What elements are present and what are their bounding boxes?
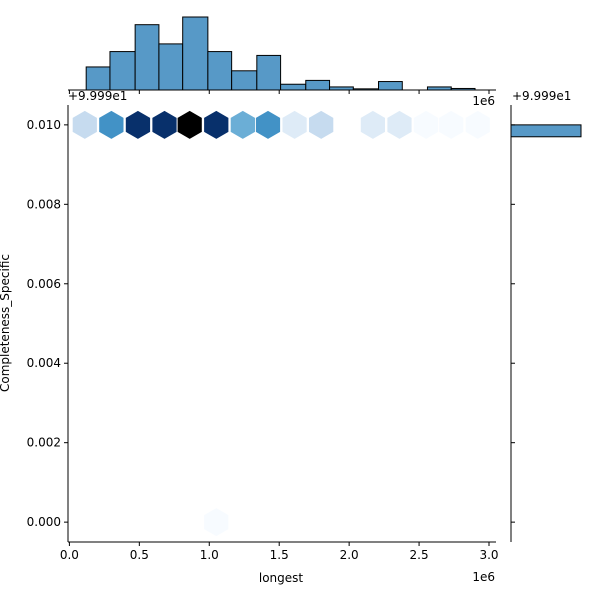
x-tick-label-6: 3.0: [479, 548, 498, 562]
hexbin-cell-13: [439, 110, 464, 139]
hexbin-cell-12: [413, 110, 439, 139]
top-hist-bar-0: [85, 66, 111, 91]
hexbin-cell-7: [255, 110, 281, 139]
top-hist-bar-8: [280, 83, 307, 91]
top-hist-bar-7: [256, 54, 282, 91]
right-marginal-histogram: [510, 105, 582, 542]
top-hist-bar-9: [305, 79, 331, 91]
y-tick-label-2: 0.004: [27, 356, 61, 370]
x-tick-label-3: 1.5: [270, 548, 289, 562]
hexbin-cell-14: [465, 110, 490, 139]
y-tick-label-3: 0.006: [27, 277, 61, 291]
hexbin-cell-0: [72, 110, 97, 139]
hexbin-cell-3: [152, 110, 177, 139]
top-hist-bar-1: [109, 51, 136, 91]
x-tick-label-2: 1.0: [200, 548, 219, 562]
y-tick-label-5: 0.010: [27, 118, 61, 132]
y-tick-label-4: 0.008: [27, 197, 61, 211]
hexbin-cell-11: [387, 110, 412, 139]
axes: 0.0 0.5 1.0 1.5 2.0 2.5 3.0 0.000 0.002 0.004 0.00…: [27, 105, 499, 562]
x-tick-label-4: 2.0: [340, 548, 359, 562]
x-axis-label: longest: [259, 571, 304, 585]
y-axis-label: Completeness_Specific: [0, 254, 12, 392]
hexbin-cell-2: [125, 110, 151, 139]
top-hist-bar-2: [134, 24, 160, 91]
top-hist-offset-text: 1e6: [472, 94, 495, 108]
hexbin-cell-6: [230, 110, 255, 139]
y-tick-label-0: 0.000: [27, 515, 61, 529]
top-hist-bar-12: [378, 81, 403, 91]
x-tick-label-1: 0.5: [130, 548, 149, 562]
x-tick-label-5: 2.5: [410, 548, 429, 562]
right-hist-offset-text: +9.999e1: [512, 89, 571, 103]
hexbin-cell-4: [177, 110, 202, 139]
x-tick-label-0: 0.0: [60, 548, 79, 562]
y-axis-offset-text: +9.999e1: [68, 89, 127, 103]
hexbin-cell-1: [99, 110, 124, 139]
y-tick-label-1: 0.002: [27, 436, 61, 450]
top-hist-bar-6: [231, 70, 258, 91]
hexbin-layer: [72, 110, 490, 537]
hexbin-cell-5: [204, 110, 229, 139]
hexbin-cell-15: [204, 508, 229, 537]
top-hist-bar-5: [207, 51, 233, 91]
top-hist-bar-3: [158, 43, 184, 91]
x-axis-offset-text: 1e6: [472, 570, 495, 584]
right-hist-bar: [510, 124, 582, 138]
hexbin-cell-9: [309, 110, 334, 139]
top-marginal-histogram: [68, 16, 496, 94]
hexbin-cell-8: [282, 110, 307, 139]
top-hist-bar-4: [182, 16, 209, 91]
hexbin-cell-10: [360, 110, 385, 139]
